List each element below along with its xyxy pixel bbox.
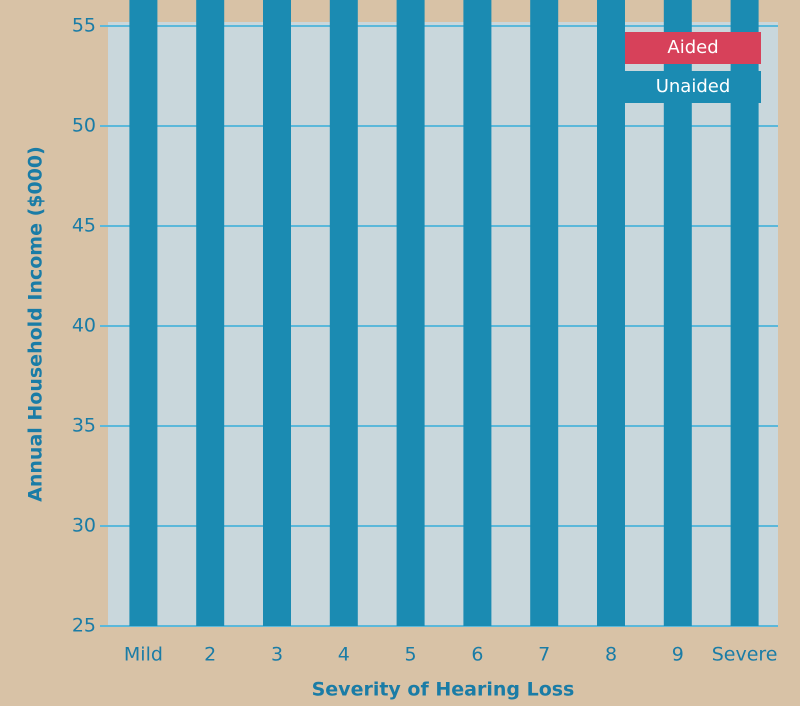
x-tick-label: Severe (712, 644, 778, 666)
y-tick-label: 25 (72, 615, 96, 637)
legend-swatch (625, 71, 761, 103)
x-tick-label: 5 (405, 644, 417, 666)
bar-segment (129, 0, 158, 626)
bar-segment (396, 0, 425, 626)
y-tick-label: 45 (72, 215, 96, 237)
x-tick-label: 2 (204, 644, 216, 666)
x-tick-label: 6 (471, 644, 483, 666)
y-tick-label: 30 (72, 515, 96, 537)
bar-segment (463, 0, 492, 626)
legend-label: Unaided (656, 76, 731, 97)
bar-segment (530, 0, 559, 626)
bar-segment (730, 0, 759, 626)
y-tick-label: 55 (72, 15, 96, 37)
bar-segment (663, 0, 692, 626)
y-tick-label: 35 (72, 415, 96, 437)
x-tick-label: 4 (338, 644, 350, 666)
bar-segment (263, 0, 291, 626)
x-tick-label: Mild (124, 644, 163, 666)
x-tick-label: 7 (538, 644, 550, 666)
y-tick-label: 40 (72, 315, 96, 337)
x-axis-title: Severity of Hearing Loss (312, 679, 575, 701)
x-tick-label: 8 (605, 644, 617, 666)
bar-segment (329, 0, 358, 626)
x-tick-label: 9 (672, 644, 684, 666)
bar-segment (597, 0, 625, 626)
bar-segment (196, 0, 225, 626)
y-tick-label: 50 (72, 115, 96, 137)
legend-label: Aided (667, 37, 718, 58)
y-axis-title: Annual Household Income ($000) (25, 146, 47, 502)
x-tick-label: 3 (271, 644, 283, 666)
legend-swatch (625, 32, 761, 64)
